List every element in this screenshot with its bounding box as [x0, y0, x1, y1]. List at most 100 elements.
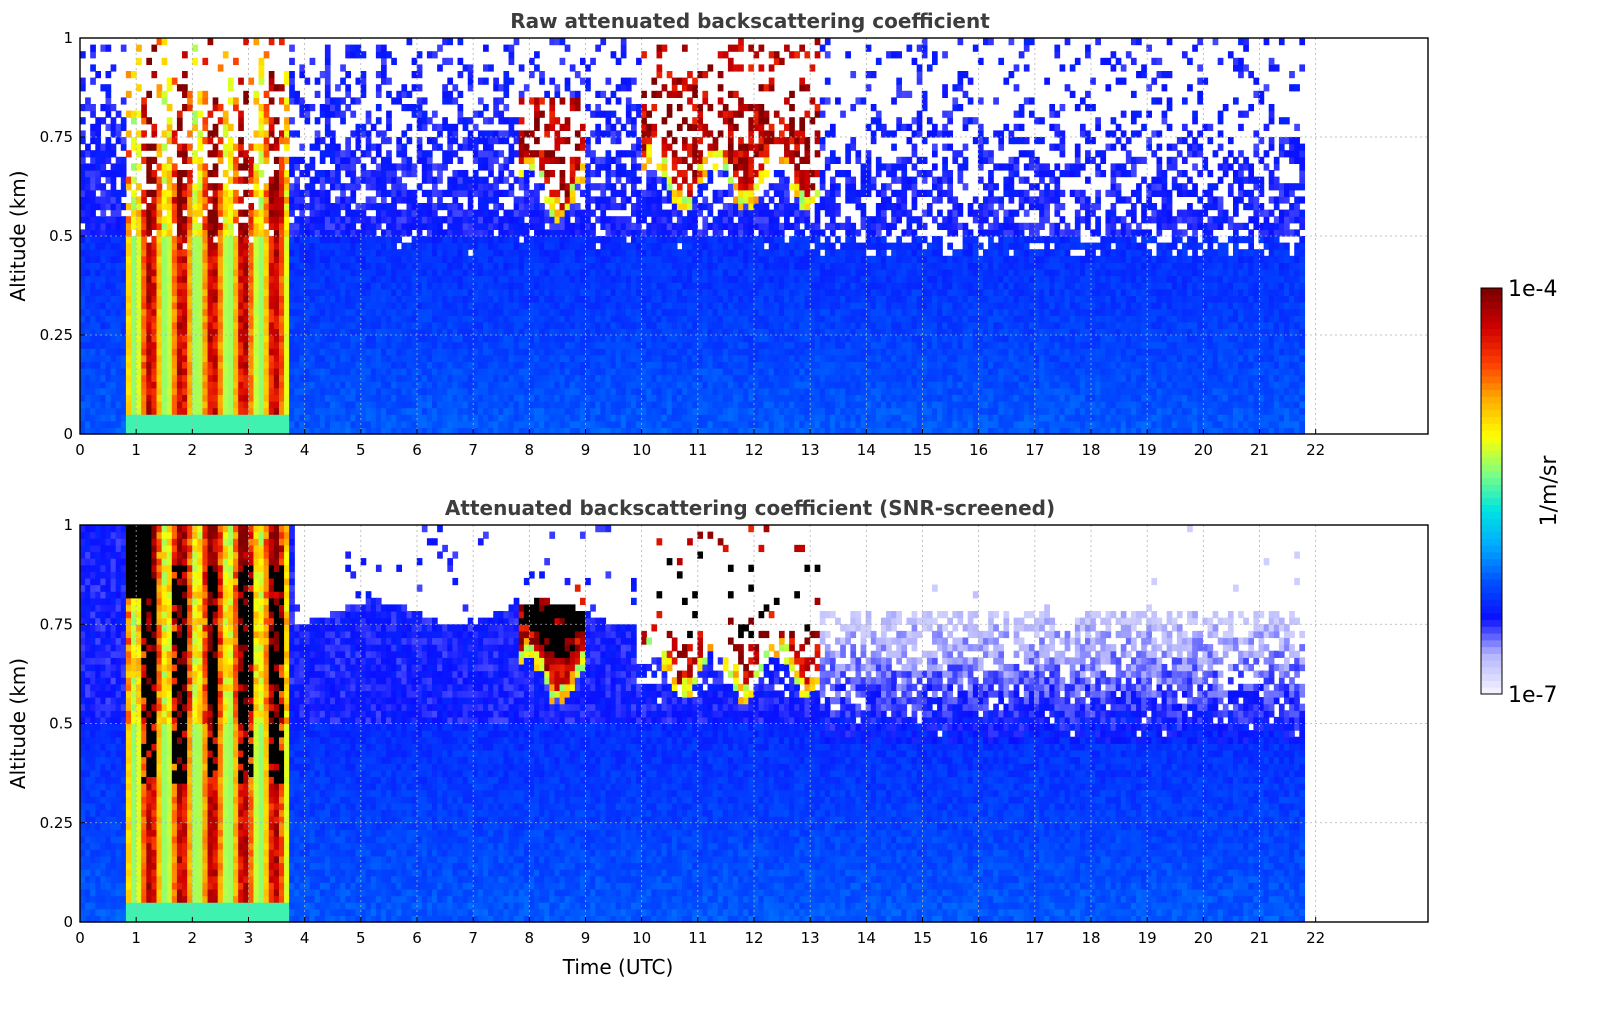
heatmap-cell [182, 203, 188, 210]
heatmap-cell [621, 401, 627, 408]
heatmap-cell [146, 223, 152, 230]
heatmap-cell [483, 104, 489, 111]
heatmap-cell [580, 262, 586, 269]
heatmap-cell [575, 203, 581, 210]
heatmap-cell [111, 190, 117, 197]
heatmap-cell [549, 78, 555, 85]
heatmap-cell [320, 71, 326, 78]
heatmap-cell [269, 223, 275, 230]
heatmap-cell [483, 117, 489, 124]
heatmap-cell [126, 388, 132, 395]
heatmap-cell [575, 328, 581, 335]
heatmap-cell [330, 144, 336, 151]
heatmap-cell [253, 309, 259, 316]
heatmap-cell [565, 309, 571, 316]
heatmap-cell [289, 348, 295, 355]
heatmap-cell [590, 315, 596, 322]
heatmap-cell [294, 295, 300, 302]
heatmap-cell [371, 243, 377, 250]
heatmap-cell [565, 84, 571, 91]
heatmap-cell [554, 276, 560, 283]
heatmap-cell [401, 289, 407, 296]
heatmap-cell [585, 163, 591, 170]
heatmap-cell [626, 414, 632, 421]
heatmap-cell [554, 322, 560, 329]
heatmap-cell [417, 348, 423, 355]
heatmap-cell [325, 375, 331, 382]
heatmap-cell [529, 421, 535, 428]
heatmap-cell [340, 196, 346, 203]
heatmap-cell [534, 150, 540, 157]
heatmap-cell [141, 249, 147, 256]
heatmap-cell [503, 269, 509, 276]
heatmap-cell [437, 124, 443, 131]
heatmap-cell [111, 243, 117, 250]
heatmap-cell [264, 137, 270, 144]
heatmap-cell [519, 348, 525, 355]
heatmap-cell [631, 348, 637, 355]
heatmap-cell [228, 150, 234, 157]
heatmap-cell [146, 203, 152, 210]
heatmap-cell [274, 368, 280, 375]
heatmap-cell [539, 401, 545, 408]
heatmap-cell [294, 394, 300, 401]
heatmap-cell [269, 342, 275, 349]
heatmap-cell [126, 361, 132, 368]
heatmap-cell [136, 302, 142, 309]
heatmap-cell [106, 289, 112, 296]
heatmap-cell [585, 243, 591, 250]
heatmap-cell [498, 401, 504, 408]
heatmap-cell [202, 249, 208, 256]
heatmap-cell [575, 421, 581, 428]
heatmap-cell [580, 58, 586, 65]
heatmap-cell [473, 210, 479, 217]
heatmap-cell [570, 322, 576, 329]
heatmap-cell [432, 421, 438, 428]
heatmap-cell [376, 51, 382, 58]
heatmap-cell [345, 269, 351, 276]
heatmap-cell [519, 157, 525, 164]
heatmap-cell [279, 394, 285, 401]
heatmap-cell [294, 163, 300, 170]
heatmap-cell [340, 328, 346, 335]
heatmap-cell [595, 421, 601, 428]
heatmap-cell [192, 322, 198, 329]
heatmap-cell [335, 84, 341, 91]
heatmap-cell [223, 269, 229, 276]
heatmap-cell [315, 394, 321, 401]
heatmap-cell [458, 71, 464, 78]
heatmap-cell [111, 348, 117, 355]
heatmap-cell [187, 322, 193, 329]
heatmap-cell [488, 322, 494, 329]
heatmap-cell [299, 388, 305, 395]
heatmap-cell [182, 144, 188, 151]
heatmap-cell [519, 302, 525, 309]
heatmap-cell [468, 302, 474, 309]
heatmap-cell [304, 401, 310, 408]
heatmap-cell [95, 361, 101, 368]
heatmap-cell [126, 130, 132, 137]
heatmap-cell [208, 375, 214, 382]
heatmap-cell [310, 243, 316, 250]
heatmap-cell [539, 216, 545, 223]
heatmap-cell [391, 408, 397, 415]
heatmap-cell [269, 328, 275, 335]
heatmap-cell [442, 117, 448, 124]
heatmap-cell [121, 137, 127, 144]
heatmap-cell [320, 335, 326, 342]
heatmap-cell [340, 348, 346, 355]
heatmap-cell [452, 289, 458, 296]
heatmap-cell [366, 236, 372, 243]
heatmap-cell [177, 210, 183, 217]
heatmap-cell [299, 170, 305, 177]
heatmap-cell [299, 309, 305, 316]
heatmap-cell [595, 388, 601, 395]
heatmap-cell [529, 348, 535, 355]
heatmap-cell [233, 289, 239, 296]
heatmap-cell [570, 276, 576, 283]
heatmap-cell [294, 276, 300, 283]
heatmap-cell [503, 71, 509, 78]
heatmap-cell [126, 289, 132, 296]
heatmap-cell [238, 309, 244, 316]
heatmap-cell [437, 177, 443, 184]
